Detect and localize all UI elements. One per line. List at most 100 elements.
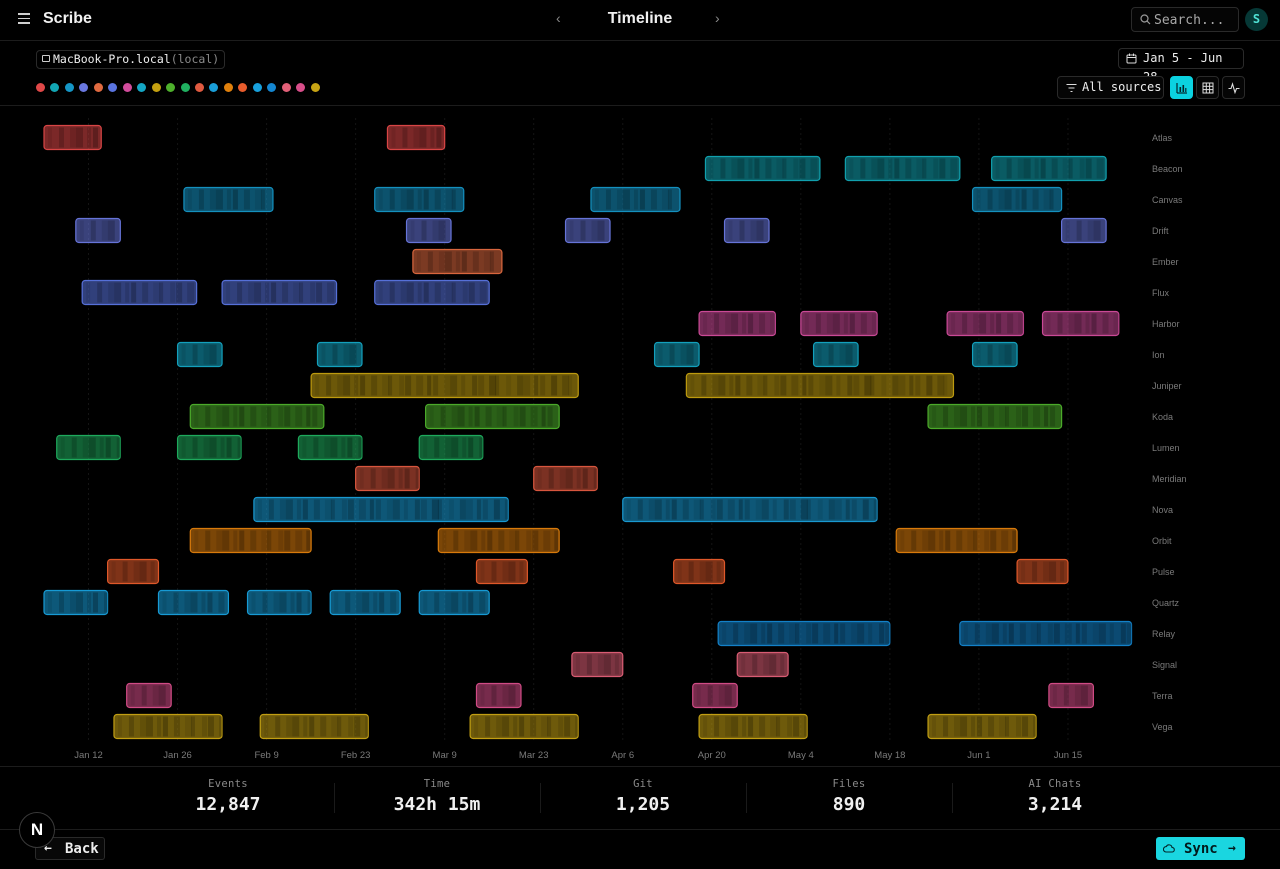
timeline-bar[interactable] [533, 465, 600, 492]
timeline-bar[interactable] [113, 713, 226, 740]
search-box[interactable] [1131, 7, 1239, 32]
date-range-button[interactable]: Jan 5 - Jun 28 [1118, 48, 1244, 84]
timeline-bar[interactable] [221, 279, 338, 306]
source-dot[interactable] [64, 83, 74, 92]
timeline-bar[interactable] [475, 558, 528, 585]
timeline-bar[interactable] [564, 217, 611, 244]
timeline-bar[interactable] [253, 496, 512, 523]
timeline-bar[interactable] [1060, 217, 1107, 244]
source-dot[interactable] [252, 83, 262, 92]
timeline-bar[interactable] [622, 496, 881, 523]
timeline-bar[interactable] [374, 186, 465, 213]
timeline-bar[interactable] [157, 589, 230, 616]
user-avatar[interactable]: S [1245, 8, 1268, 31]
timeline-bar[interactable] [246, 589, 314, 616]
timeline-bar[interactable] [405, 217, 452, 244]
timeline-bar[interactable] [692, 682, 738, 709]
n-logo-icon[interactable]: N [19, 812, 55, 848]
timeline-bar[interactable] [475, 682, 522, 709]
timeline-bar[interactable] [329, 589, 401, 616]
timeline-bar[interactable] [723, 217, 770, 244]
timeline-bar[interactable] [374, 279, 490, 306]
timeline-bar[interactable] [418, 589, 490, 616]
timeline-bar[interactable] [971, 186, 1063, 213]
source-dot[interactable] [296, 83, 306, 92]
source-dot[interactable] [137, 83, 147, 92]
timeline-bar[interactable] [43, 124, 102, 151]
source-dot[interactable] [194, 83, 204, 92]
sync-button[interactable]: Sync → [1156, 837, 1245, 860]
timeline-bar[interactable] [1016, 558, 1069, 585]
timeline-bar[interactable] [183, 186, 274, 213]
source-dot[interactable] [180, 83, 190, 92]
timeline-bar[interactable] [259, 713, 373, 740]
timeline-bar[interactable] [653, 341, 700, 368]
source-dot[interactable] [93, 83, 103, 92]
source-dot[interactable] [151, 83, 161, 92]
next-period-button[interactable]: › [715, 10, 720, 26]
menu-icon[interactable] [18, 13, 30, 24]
timeline-bar[interactable] [685, 372, 955, 399]
timeline-bar[interactable] [126, 682, 172, 709]
timeline-bar[interactable] [959, 620, 1133, 647]
timeline-bar[interactable] [991, 155, 1107, 182]
timeline-bar[interactable] [698, 713, 812, 740]
timeline-bar[interactable] [800, 310, 879, 337]
back-button[interactable]: ← Back [35, 837, 105, 860]
timeline-bar[interactable] [56, 434, 123, 461]
timeline-bar[interactable] [355, 465, 422, 492]
prev-period-button[interactable]: ‹ [556, 10, 561, 26]
timeline-bar[interactable] [316, 341, 363, 368]
timeline-bar[interactable] [297, 434, 365, 461]
source-dot[interactable] [108, 83, 118, 92]
timeline-bar[interactable] [717, 620, 892, 647]
search-input[interactable] [1154, 11, 1236, 29]
source-dot[interactable] [310, 83, 320, 92]
timeline-bar[interactable] [946, 310, 1026, 337]
timeline-bar[interactable] [704, 155, 821, 182]
timeline-bar[interactable] [418, 434, 486, 461]
source-dot[interactable] [166, 83, 176, 92]
timeline-bar[interactable] [971, 341, 1018, 368]
timeline-bar[interactable] [43, 589, 110, 616]
timeline-bar[interactable] [106, 558, 160, 585]
source-dot[interactable] [238, 83, 248, 92]
source-dot[interactable] [122, 83, 132, 92]
timeline-bar[interactable] [81, 279, 198, 306]
timeline-bar[interactable] [571, 651, 624, 678]
device-chip[interactable]: MacBook-Pro.local(local) [36, 50, 226, 69]
grid-view-button[interactable] [1196, 76, 1219, 99]
timeline-bar[interactable] [927, 403, 1063, 430]
source-dot[interactable] [267, 83, 277, 92]
sources-filter-button[interactable]: All sources [1057, 76, 1164, 99]
timeline-bar[interactable] [1048, 682, 1095, 709]
source-dot[interactable] [36, 83, 45, 92]
timeline-bar[interactable] [310, 372, 579, 399]
timeline-bar[interactable] [412, 248, 503, 275]
timeline-bar[interactable] [189, 527, 312, 554]
timeline-bar[interactable] [895, 527, 1018, 554]
timeline-bar[interactable] [673, 558, 726, 585]
timeline-bar[interactable] [386, 124, 446, 151]
timeline-bar[interactable] [437, 527, 560, 554]
source-dot[interactable] [281, 83, 291, 92]
timeline-bar[interactable] [469, 713, 583, 740]
timeline-bar[interactable] [736, 651, 789, 678]
timeline-bar[interactable] [75, 217, 121, 244]
timeline-bar[interactable] [844, 155, 961, 182]
timeline-bar[interactable] [812, 341, 859, 368]
timeline-bar[interactable] [189, 403, 325, 430]
timeline-bar[interactable] [1041, 310, 1121, 337]
timeline-bar[interactable] [176, 434, 244, 461]
source-dot[interactable] [223, 83, 233, 92]
timeline-bar[interactable] [590, 186, 681, 213]
source-dot[interactable] [209, 83, 219, 92]
source-dot[interactable] [50, 83, 60, 92]
timeline-bar[interactable] [927, 713, 1041, 740]
timeline-bar[interactable] [425, 403, 560, 430]
bar-chart-view-button[interactable] [1170, 76, 1193, 99]
timeline-bar[interactable] [698, 310, 778, 337]
activity-view-button[interactable] [1222, 76, 1245, 99]
source-dot[interactable] [79, 83, 89, 92]
timeline-bar[interactable] [176, 341, 223, 368]
